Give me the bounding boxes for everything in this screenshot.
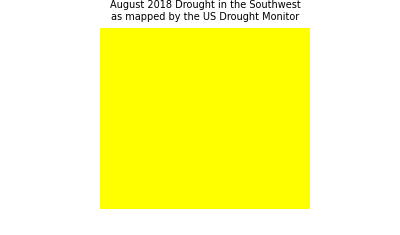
Title: August 2018 Drought in the Southwest
as mapped by the US Drought Monitor: August 2018 Drought in the Southwest as … [110, 0, 300, 22]
